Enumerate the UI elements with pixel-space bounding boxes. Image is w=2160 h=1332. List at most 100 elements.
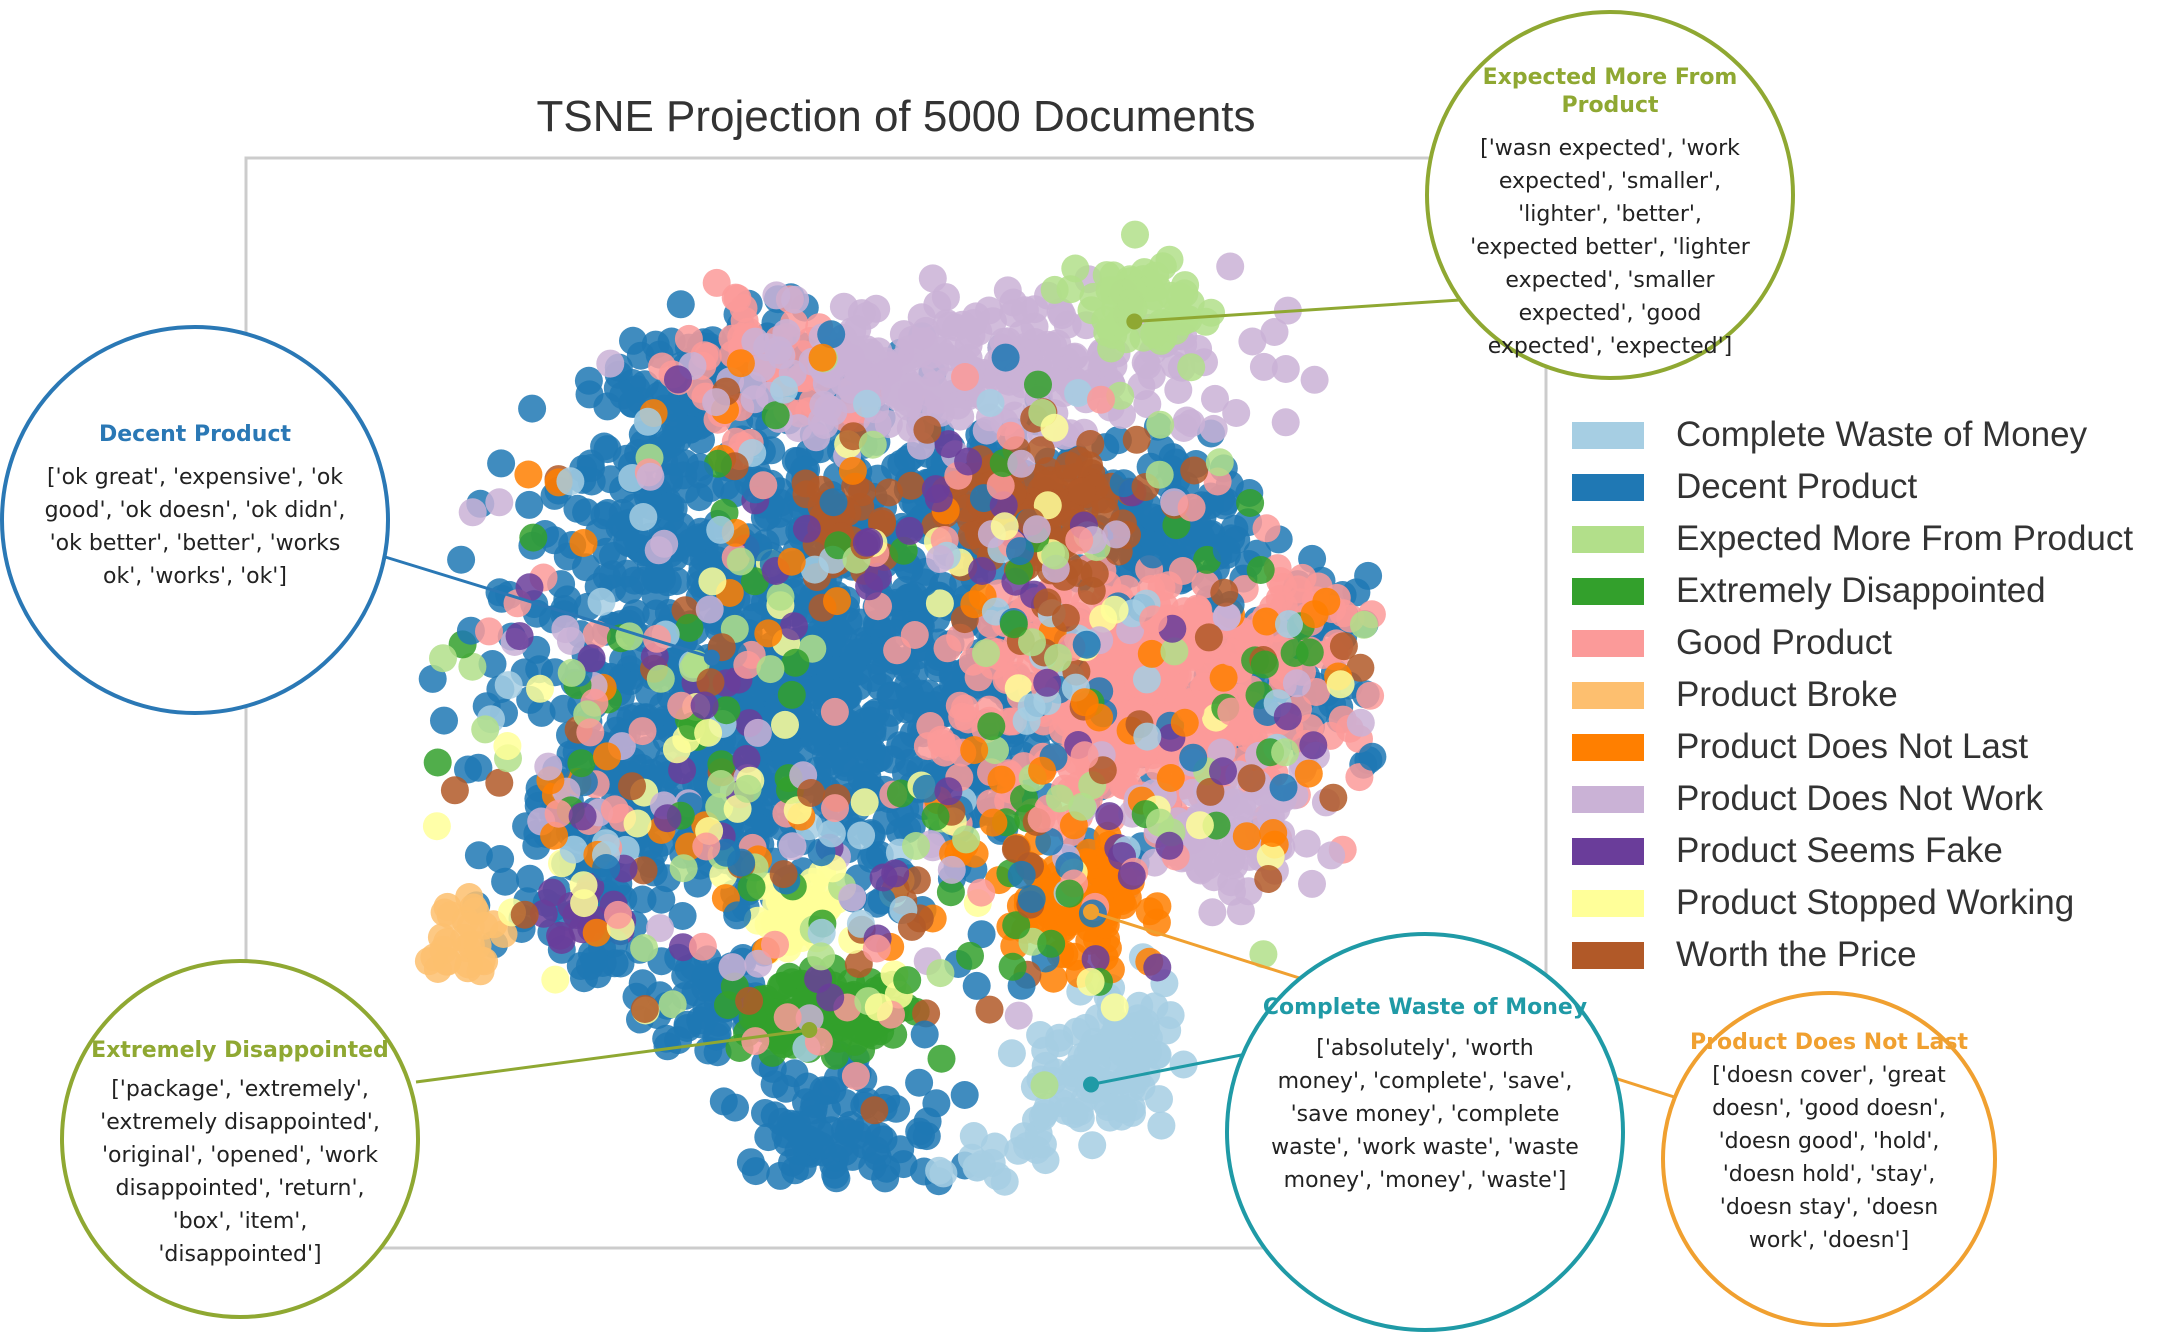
point-good-product	[1087, 385, 1115, 414]
point-decent-product	[887, 449, 916, 478]
point-expected-more-from-product	[726, 547, 755, 576]
point-good-product	[964, 663, 993, 692]
point-extremely-disappointed	[712, 696, 741, 725]
point-decent-product	[877, 681, 906, 710]
point-product-does-not-last	[808, 343, 837, 372]
point-worth-the-price	[440, 776, 469, 805]
point-product-does-not-work	[978, 307, 1007, 336]
point-good-product	[702, 268, 731, 297]
point-extremely-disappointed	[675, 613, 704, 642]
point-product-seems-fake	[881, 859, 910, 888]
point-product-does-not-work	[1133, 390, 1162, 419]
legend-label: Expected More From Product	[1676, 519, 2134, 558]
point-complete-waste-of-money	[1078, 1131, 1107, 1160]
legend-swatch	[1572, 526, 1644, 553]
point-worth-the-price	[629, 856, 658, 885]
point-expected-more-from-product	[669, 854, 698, 883]
point-good-product	[733, 650, 762, 679]
point-product-does-not-work	[795, 1004, 824, 1033]
point-extremely-disappointed	[761, 401, 790, 430]
point-product-stopped-working	[850, 788, 879, 817]
point-product-does-not-work	[1249, 352, 1278, 381]
point-decent-product	[430, 706, 458, 735]
point-worth-the-price	[1077, 576, 1106, 605]
point-product-does-not-work	[646, 914, 674, 943]
annotation-terms: ['ok great', 'expensive', 'ok good', 'ok …	[16, 461, 374, 593]
point-expected-more-from-product	[1044, 643, 1072, 672]
annotation-term-line: ['ok great', 'expensive', 'ok	[46, 465, 344, 490]
point-good-product	[544, 799, 573, 828]
annotation-term-line: money', 'money', 'waste']	[1283, 1168, 1567, 1193]
point-decent-product	[1358, 742, 1387, 771]
point-product-seems-fake	[1095, 802, 1124, 831]
point-decent-product	[447, 545, 476, 574]
point-good-product	[967, 878, 996, 907]
point-good-product	[1345, 763, 1374, 792]
point-expected-more-from-product	[858, 430, 887, 459]
point-worth-the-price	[1346, 653, 1375, 682]
annotation-title-line: Product	[1561, 93, 1659, 118]
point-good-product	[996, 421, 1025, 450]
point-good-product	[862, 934, 891, 963]
point-worth-the-price	[860, 1096, 889, 1125]
annotation-term-line: 'lighter', 'better',	[1518, 202, 1702, 227]
point-expected-more-from-product	[1191, 307, 1220, 336]
point-expected-more-from-product	[1146, 410, 1175, 439]
point-product-does-not-work	[1212, 602, 1241, 631]
point-product-does-not-last	[726, 349, 755, 378]
point-good-product	[883, 636, 912, 665]
point-good-product	[475, 617, 503, 646]
point-product-stopped-working	[771, 710, 799, 739]
point-complete-waste-of-money	[847, 821, 876, 850]
point-decent-product	[641, 565, 670, 593]
point-expected-more-from-product	[1350, 610, 1378, 639]
point-decent-product	[736, 1148, 765, 1177]
point-extremely-disappointed	[1037, 929, 1066, 958]
legend-swatch	[1572, 422, 1644, 449]
legend-item-product-does-not-work: Product Does Not Work	[1572, 776, 2152, 828]
point-complete-waste-of-money	[629, 503, 658, 531]
point-expected-more-from-product	[1030, 1071, 1059, 1100]
point-extremely-disappointed	[921, 802, 950, 831]
point-complete-waste-of-money	[1010, 1122, 1039, 1151]
point-worth-the-price	[1196, 777, 1225, 806]
point-complete-waste-of-money	[633, 407, 662, 436]
point-decent-product	[418, 664, 447, 693]
point-worth-the-price	[1194, 623, 1223, 652]
point-product-does-not-work	[762, 281, 791, 310]
annotation-title-line: Expected More From	[1482, 65, 1738, 90]
point-complete-waste-of-money	[1169, 1050, 1198, 1079]
point-product-does-not-work	[838, 883, 867, 912]
point-product-stopped-working	[526, 674, 554, 703]
annotation-term-line: ['package', 'extremely',	[111, 1077, 369, 1102]
point-decent-product	[1109, 469, 1138, 498]
point-product-does-not-work	[926, 336, 955, 365]
point-decent-product	[653, 1032, 682, 1061]
point-decent-product	[772, 744, 801, 772]
point-product-seems-fake	[690, 691, 719, 720]
point-extremely-disappointed	[519, 523, 548, 552]
point-expected-more-from-product	[1161, 316, 1190, 345]
point-product-does-not-work	[1222, 399, 1251, 427]
point-product-stopped-working	[1326, 670, 1355, 699]
point-product-seems-fake	[895, 516, 924, 545]
point-expected-more-from-product	[766, 582, 795, 611]
legend-item-product-does-not-last: Product Does Not Last	[1572, 724, 2152, 776]
annotation-term-line: doesn', 'good doesn',	[1712, 1096, 1946, 1121]
point-expected-more-from-product	[1249, 940, 1278, 969]
annotation-terms: ['absolutely', 'worth money', 'complete',…	[1241, 1032, 1609, 1197]
annotation-title-line: Product Does Not Last	[1690, 1030, 1968, 1055]
point-product-does-not-work	[926, 545, 954, 574]
point-product-seems-fake	[780, 612, 808, 641]
point-expected-more-from-product	[972, 639, 1000, 668]
point-product-seems-fake	[732, 745, 761, 773]
point-decent-product	[687, 425, 715, 454]
point-product-broke	[467, 946, 496, 975]
point-worth-the-price	[1319, 783, 1348, 812]
point-product-does-not-work	[458, 498, 487, 527]
point-good-product	[1356, 681, 1385, 710]
anchor-dot-complete-waste-of-money	[1083, 1076, 1099, 1093]
point-expected-more-from-product	[658, 990, 687, 1019]
point-good-product	[1217, 638, 1246, 667]
point-decent-product	[580, 945, 609, 974]
